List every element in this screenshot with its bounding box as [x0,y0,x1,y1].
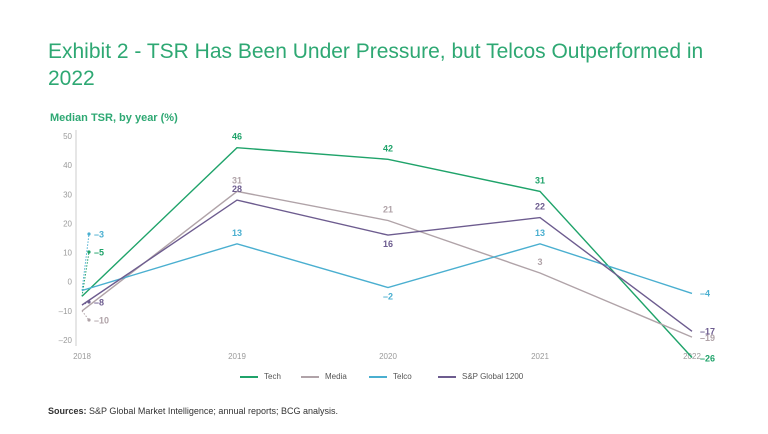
x-tick-label: 2019 [228,352,246,361]
legend-swatch [438,375,456,378]
legend-item-telco: Telco [369,372,412,381]
y-tick-label: 0 [68,278,73,287]
y-tick-label: 30 [63,190,72,199]
y-tick-label: –20 [59,336,73,345]
leader-dot-media [87,318,91,322]
data-label: 31 [232,175,242,185]
series-line-telco [81,243,693,295]
data-label: 13 [232,228,242,238]
data-label: –19 [700,333,715,343]
legend-swatch [301,375,319,378]
source-note: Sources: S&P Global Market Intelligence;… [48,406,338,416]
x-tick-label: 2020 [379,352,397,361]
legend-item-media: Media [301,372,347,381]
legend-item-tech: Tech [240,372,281,381]
series-line-tech [81,146,693,358]
data-label: –2 [383,292,393,302]
data-label: 46 [232,132,242,142]
leader-line-telco [81,233,90,291]
leader-dot-telco [87,232,91,236]
data-label: –5 [94,248,104,258]
source-label: Sources: [48,406,87,416]
data-label: 22 [535,202,545,212]
data-label: 31 [535,175,545,185]
legend-swatch [369,375,387,378]
data-label: –26 [700,353,715,363]
legend-label: Tech [264,372,281,381]
leader-dot-sp [87,300,91,304]
y-tick-label: –10 [59,307,73,316]
data-label: –3 [94,230,104,240]
leader-dot-tech [87,250,91,254]
data-label: 28 [232,184,242,194]
x-tick-label: 2021 [531,352,549,361]
x-tick-label: 2018 [73,352,91,361]
legend-label: S&P Global 1200 [462,372,524,381]
series-line-media [81,190,693,338]
chart-legend: Tech Media Telco S&P Global 1200 [0,368,768,388]
y-tick-label: 50 [63,132,72,141]
y-tick-label: 20 [63,219,72,228]
leader-line-tech [81,251,90,297]
data-label: 42 [383,143,393,153]
legend-item-sp: S&P Global 1200 [438,372,523,381]
y-tick-label: 10 [63,249,72,258]
data-label: –4 [700,288,710,298]
x-tick-label: 2022 [683,352,701,361]
data-label: 16 [383,239,393,249]
data-label: –8 [94,298,104,308]
legend-label: Telco [393,372,412,381]
data-label: 3 [537,257,542,267]
y-tick-label: 40 [63,161,72,170]
data-label: –10 [94,316,109,326]
legend-label: Media [325,372,347,381]
data-label: 13 [535,228,545,238]
series-line-sp [81,199,693,332]
data-label: –17 [700,326,715,336]
source-text: S&P Global Market Intelligence; annual r… [89,406,338,416]
data-label: 21 [383,205,393,215]
chart-subtitle: Median TSR, by year (%) [50,112,178,124]
leader-line-media [81,310,90,321]
page-title: Exhibit 2 - TSR Has Been Under Pressure,… [48,40,704,90]
legend-swatch [240,375,258,378]
